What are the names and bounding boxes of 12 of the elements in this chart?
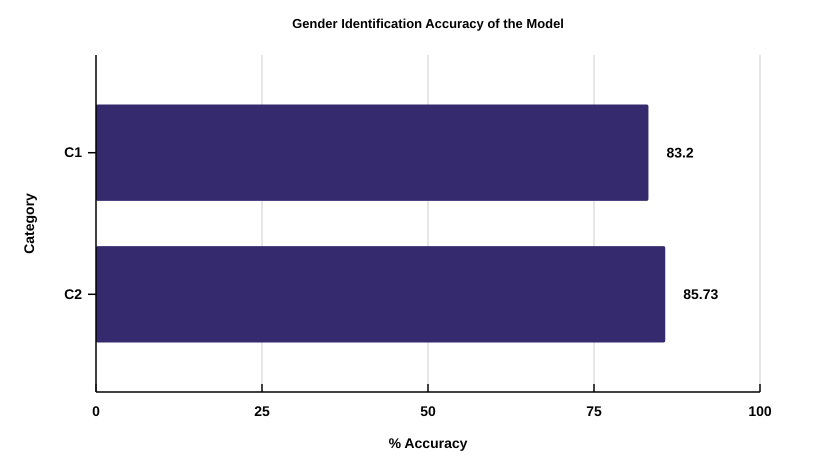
y-tick-label: C1 [64, 144, 82, 160]
data-label: 85.73 [683, 286, 718, 302]
x-tick-label: 100 [748, 403, 772, 419]
x-tick-label: 50 [420, 403, 436, 419]
chart-title: Gender Identification Accuracy of the Model [292, 16, 564, 31]
y-axis-title: Category [21, 192, 37, 254]
x-tick-label: 25 [254, 403, 270, 419]
data-label: 83.2 [666, 144, 694, 161]
x-tick-label: 0 [92, 403, 100, 419]
x-tick-label: 75 [586, 403, 602, 419]
y-tick-label: C2 [64, 286, 82, 302]
x-axis-title: % Accuracy [388, 435, 468, 451]
